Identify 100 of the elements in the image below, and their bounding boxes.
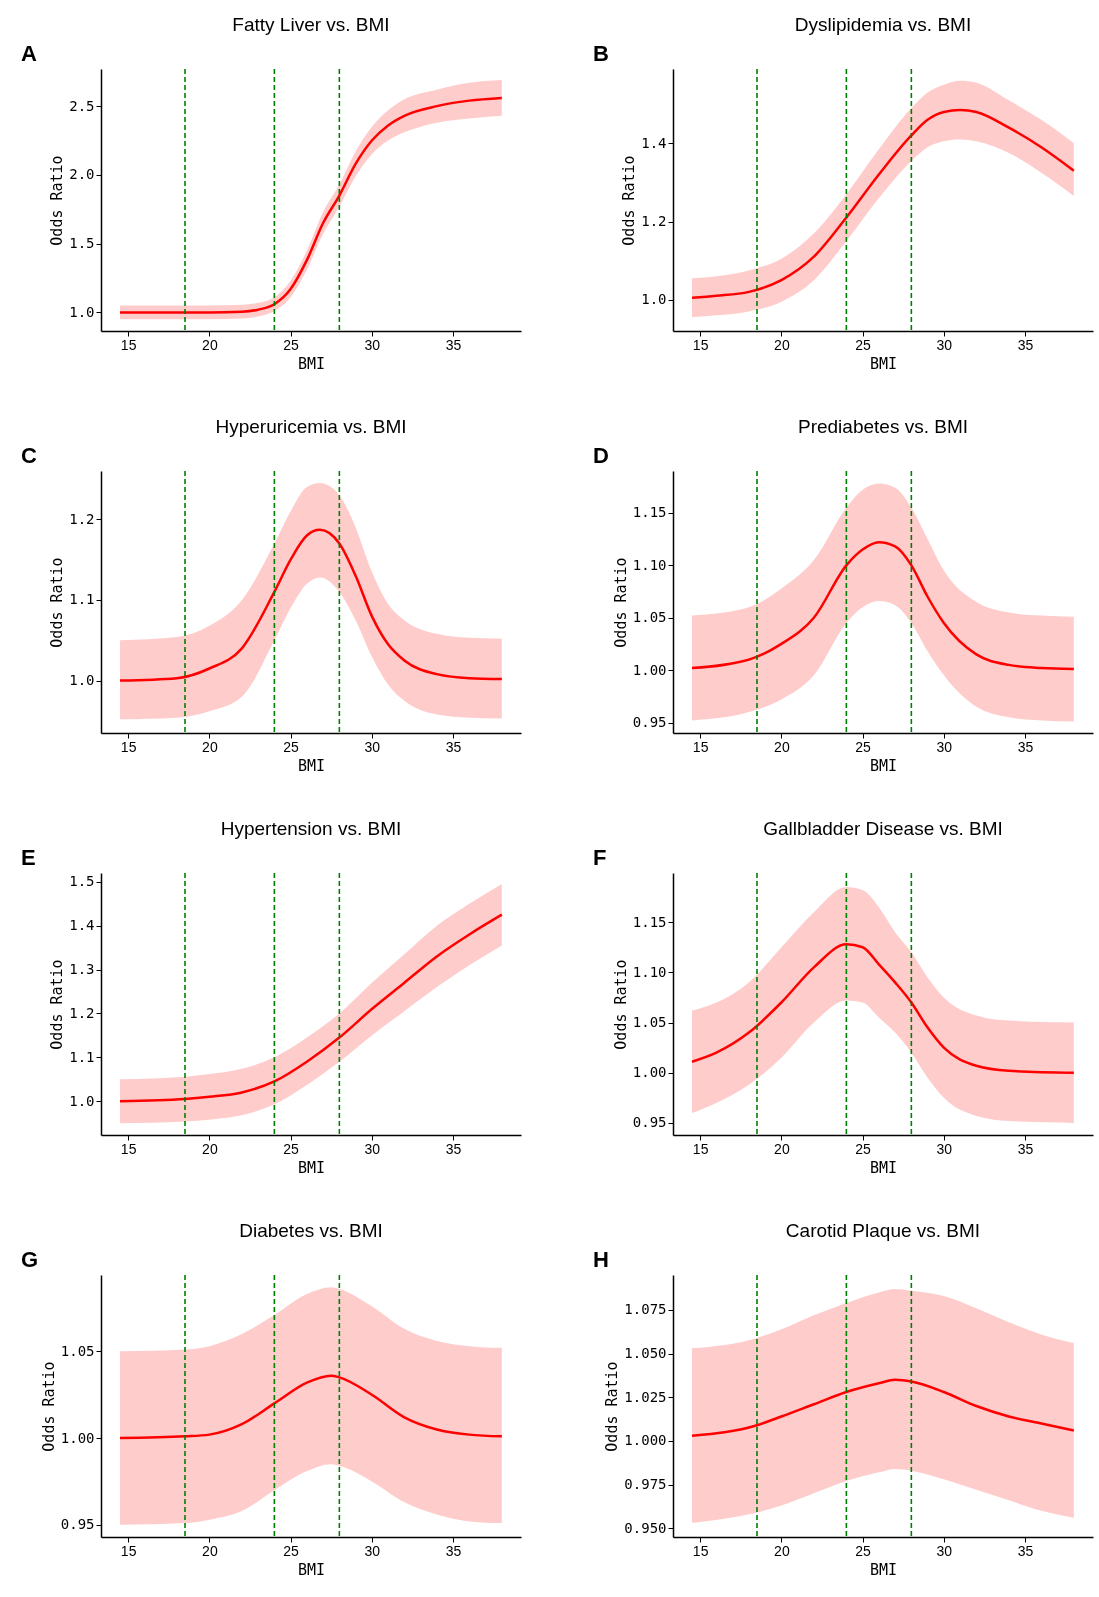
x-tick-label: 25 [283,336,300,353]
y-tick-label: 1.0 [69,303,95,320]
x-tick-label: 20 [202,1542,218,1559]
y-tick-label: 1.00 [60,1429,95,1446]
x-tick-label: 25 [283,1542,300,1559]
x-axis-title: BMI [869,354,898,373]
x-tick-label: 25 [855,336,872,353]
line-series [118,528,504,682]
text: B [593,41,609,66]
y-tick-label: 1.050 [624,1345,667,1362]
x-tick-label: 30 [364,1140,381,1157]
x-tick-label: 35 [1017,1140,1034,1157]
x-tick-label: 35 [1017,336,1034,353]
y-tick-label: 1.10 [632,963,667,980]
x-tick-label: 20 [774,1140,790,1157]
text: C [21,443,37,468]
line-series [690,108,1076,300]
x-tick-label: 25 [283,738,300,755]
x-axis-title: BMI [869,1560,898,1579]
x-tick-label: 30 [936,1140,953,1157]
x-tick-label: 35 [1017,1542,1034,1559]
x-tick-label: 20 [774,336,790,353]
x-tick-label: 35 [445,738,462,755]
x-tick-label: 35 [1017,738,1034,755]
x-tick-label: 25 [855,738,872,755]
chart-title: Diabetes vs. BMI [239,1220,383,1241]
text: D [593,443,609,468]
x-tick-label: 30 [364,738,381,755]
chart-title: Fatty Liver vs. BMI [232,14,390,35]
x-axis-title: BMI [297,1560,326,1579]
line-series [690,943,1076,1075]
y-tick-label: 2.0 [69,166,95,183]
y-axis-title: Odds Ratio [39,1361,58,1452]
x-tick-label: 30 [364,336,381,353]
y-tick-label: 1.15 [632,913,667,930]
y-tick-label: 0.95 [632,714,667,731]
y-axis-title: Odds Ratio [48,155,67,246]
chart-title: Carotid Plaque vs. BMI [785,1220,981,1241]
x-tick-label: 15 [120,738,137,755]
y-tick-label: 1.5 [69,873,95,890]
y-tick-label: 0.975 [624,1476,667,1493]
y-tick-label: 1.3 [69,961,95,978]
y-tick-label: 1.0 [69,672,95,689]
text: G [21,1247,39,1272]
x-tick-label: 20 [774,1542,790,1559]
x-axis-title: BMI [297,354,326,373]
y-tick-label: 1.15 [632,504,667,521]
y-axis-title: Odds Ratio [620,155,639,246]
chart-title: Hyperuricemia vs. BMI [215,416,407,437]
chart-title: Prediabetes vs. BMI [797,416,969,437]
y-tick-label: 1.4 [69,917,95,934]
y-tick-label: 1.05 [60,1342,95,1359]
y-tick-label: 0.950 [624,1519,667,1536]
y-tick-label: 2.5 [69,97,95,114]
x-tick-label: 15 [120,1542,137,1559]
x-tick-label: 30 [364,1542,381,1559]
y-tick-label: 1.05 [632,1014,667,1031]
x-tick-label: 35 [445,1140,462,1157]
y-tick-label: 1.000 [624,1432,667,1449]
x-axis-title: BMI [869,756,898,775]
x-tick-label: 15 [692,738,709,755]
x-tick-label: 15 [120,1140,137,1157]
chart-title: Hypertension vs. BMI [220,818,402,839]
line-series [118,1374,504,1440]
y-tick-label: 1.10 [632,556,667,573]
x-tick-label: 25 [855,1542,872,1559]
y-tick-label: 1.00 [632,661,667,678]
y-tick-label: 1.2 [69,510,95,527]
x-tick-label: 35 [445,336,462,353]
text: A [21,41,37,66]
y-axis-title: Odds Ratio [48,959,67,1050]
y-tick-label: 1.5 [69,235,95,252]
y-tick-label: 1.075 [624,1301,667,1318]
y-tick-label: 1.4 [641,134,667,151]
line-series [118,913,504,1103]
y-tick-label: 0.95 [60,1516,95,1533]
line-series [690,541,1076,671]
chart-title: Dyslipidemia vs. BMI [794,14,972,35]
y-tick-label: 1.025 [624,1388,667,1405]
x-tick-label: 20 [774,738,790,755]
y-tick-label: 1.1 [69,591,95,608]
y-axis-title: Odds Ratio [611,557,630,648]
x-tick-label: 15 [120,336,137,353]
x-tick-label: 35 [445,1542,462,1559]
y-tick-label: 1.1 [69,1048,95,1065]
x-axis-title: BMI [297,756,326,775]
x-tick-label: 15 [692,336,709,353]
x-tick-label: 30 [936,336,953,353]
y-tick-label: 0.95 [632,1114,667,1131]
y-tick-label: 1.2 [641,213,667,230]
x-axis-title: BMI [297,1158,326,1177]
line-series [690,1378,1076,1437]
x-tick-label: 15 [692,1542,709,1559]
text: F [593,845,607,870]
text: H [593,1247,609,1272]
text: E [21,845,36,870]
x-tick-label: 20 [202,738,218,755]
x-tick-label: 20 [202,336,218,353]
x-tick-label: 20 [202,1140,218,1157]
y-axis-title: Odds Ratio [611,959,630,1050]
